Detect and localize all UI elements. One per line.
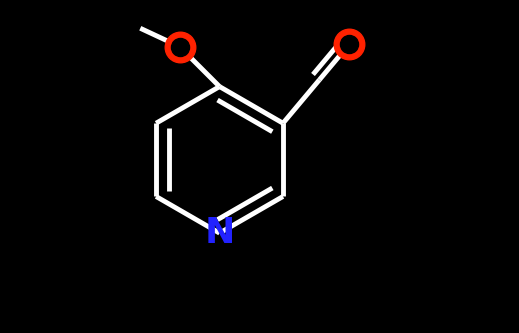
Text: N: N (204, 216, 235, 250)
